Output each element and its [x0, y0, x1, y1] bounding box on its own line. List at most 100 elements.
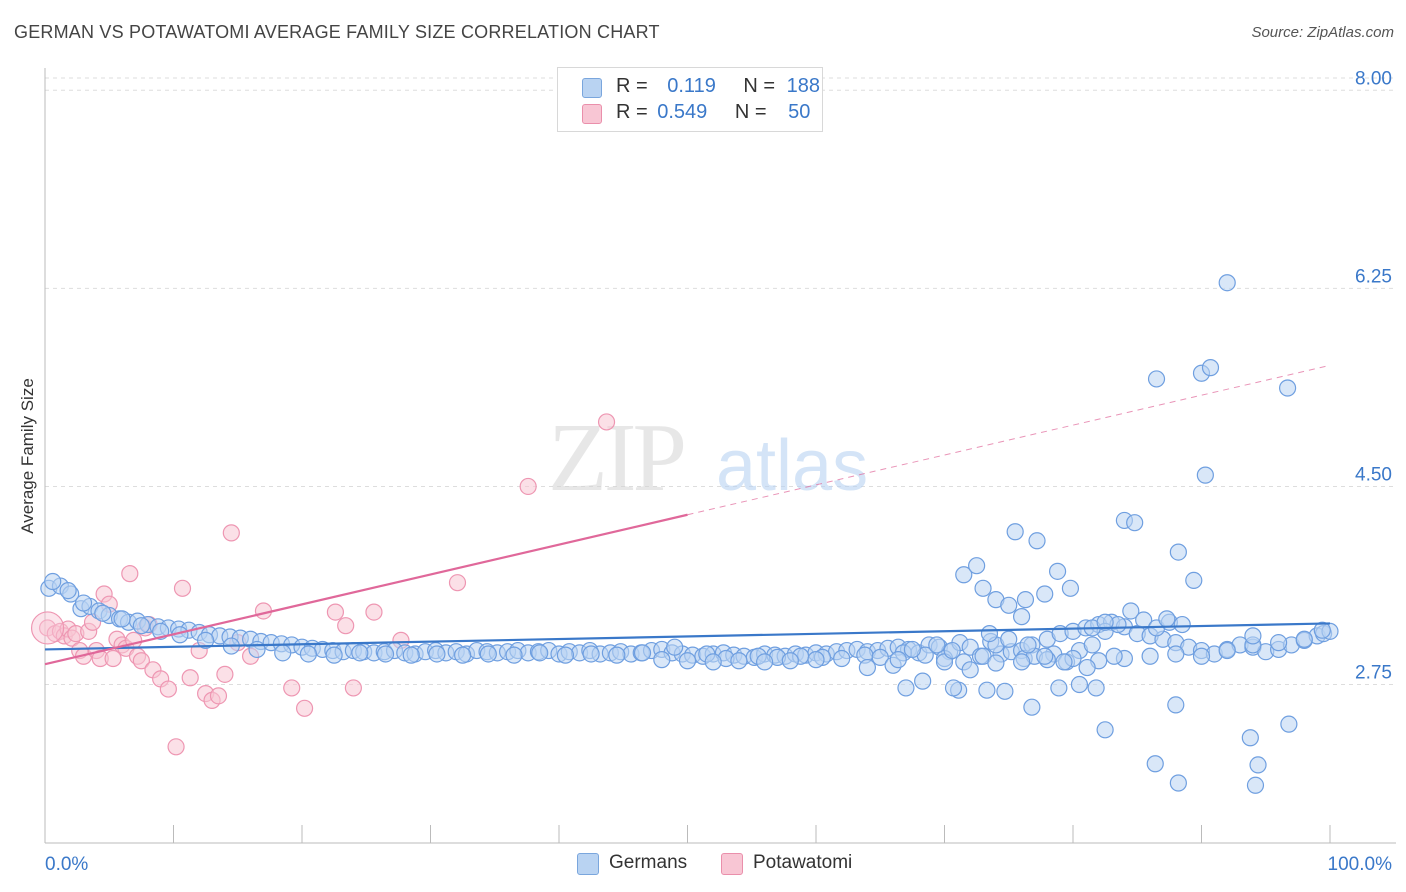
germans-point — [1122, 602, 1140, 620]
germans-point — [197, 631, 215, 649]
germans-point — [1173, 615, 1191, 634]
germans-point — [1012, 608, 1031, 626]
germans-point — [1083, 636, 1101, 654]
potawatomi-point — [519, 477, 537, 496]
potawatomi-point — [216, 665, 234, 683]
germans-point — [325, 646, 343, 664]
y-tick-label: 2.75 — [1355, 663, 1392, 684]
germans-point — [633, 644, 652, 662]
germans-point — [1185, 571, 1203, 590]
potawatomi-trend-line — [44, 513, 688, 666]
axis-layer — [44, 68, 1396, 844]
germans-point — [1201, 359, 1220, 377]
germans-point — [1146, 755, 1164, 773]
y-tick-label: 4.50 — [1355, 464, 1392, 485]
germans-point — [1196, 466, 1214, 484]
potawatomi-point — [326, 603, 345, 621]
potawatomi-point — [125, 631, 143, 649]
potawatomi-points — [30, 413, 616, 756]
germans-point — [961, 661, 979, 679]
germans-point — [944, 679, 963, 697]
germans-point — [987, 654, 1005, 672]
germans-point — [428, 645, 446, 663]
x-tick-label: 0.0% — [45, 854, 88, 875]
germans-point — [928, 636, 946, 654]
germans-point — [1218, 641, 1236, 660]
germans-point — [1000, 630, 1018, 648]
watermark-atlas: atlas — [716, 426, 868, 506]
germans-point — [955, 566, 973, 584]
potawatomi-point — [337, 617, 355, 635]
potawatomi-point — [181, 669, 199, 687]
germans-point — [1055, 653, 1073, 671]
potawatomi-point — [448, 574, 467, 592]
potawatomi-point — [365, 603, 383, 621]
legend-r-label: R = — [616, 75, 648, 97]
legend-swatch-potawatomi — [582, 104, 602, 124]
germans-point — [44, 572, 62, 591]
series-label-potawatomi: Potawatomi — [753, 852, 853, 873]
germans-point — [833, 649, 851, 668]
germans-point — [980, 625, 999, 643]
germans-point — [454, 646, 472, 664]
y-tick-label: 8.00 — [1355, 68, 1392, 89]
potawatomi-point — [295, 699, 314, 717]
legend-r-label: R = — [616, 101, 648, 123]
germans-point — [653, 651, 671, 669]
germans-point — [1167, 696, 1185, 714]
germans-point — [1070, 675, 1089, 694]
germans-point — [1061, 579, 1080, 597]
germans-point — [978, 681, 996, 699]
legend-n-label: N = — [734, 101, 767, 123]
germans-point — [1096, 613, 1114, 631]
germans-point — [1269, 634, 1288, 652]
germans-point — [974, 579, 992, 597]
germans-point — [1019, 636, 1037, 654]
legend-r-value: 0.119 — [667, 75, 716, 97]
potawatomi-point — [344, 679, 362, 697]
potawatomi-point — [283, 679, 301, 697]
germans-trend-line — [44, 622, 1331, 651]
germans-point — [1241, 729, 1259, 747]
stats-legend: R = 0.119 N = 188 R = 0.549 N = 50 — [557, 67, 823, 132]
potawatomi-point — [597, 413, 616, 431]
series-swatch-germans — [577, 853, 599, 875]
germans-point — [299, 645, 318, 663]
germans-point — [807, 651, 825, 669]
germans-point — [1105, 647, 1123, 665]
legend-n-value: 50 — [788, 101, 811, 123]
germans-point — [74, 594, 93, 612]
germans-point — [1246, 776, 1265, 794]
germans-point — [376, 645, 395, 663]
germans-point — [531, 644, 549, 662]
germans-point — [1000, 596, 1018, 614]
potawatomi-point — [209, 687, 228, 705]
germans-point — [132, 617, 150, 635]
germans-point — [1278, 379, 1297, 397]
potawatomi-point — [222, 524, 240, 542]
germans-point — [781, 652, 799, 670]
germans-point — [1218, 274, 1236, 292]
germans-point — [1167, 645, 1185, 663]
germans-point — [1192, 647, 1211, 665]
germans-point — [871, 648, 889, 666]
germans-point — [1096, 721, 1114, 739]
germans-point — [943, 641, 961, 660]
germans-point — [704, 653, 722, 671]
germans-point — [1006, 523, 1024, 541]
germans-point — [113, 610, 131, 628]
germans-point — [755, 653, 774, 671]
potawatomi-point — [121, 565, 139, 583]
germans-point — [402, 646, 420, 664]
germans-point — [1016, 591, 1035, 609]
germans-point — [730, 652, 748, 670]
germans-point — [556, 646, 575, 664]
germans-point — [1028, 532, 1046, 550]
legend-n-value: 188 — [786, 75, 821, 97]
chart-title: GERMAN VS POTAWATOMI AVERAGE FAMILY SIZE… — [14, 22, 660, 42]
legend-n-label: N = — [743, 75, 776, 97]
germans-point — [1087, 679, 1105, 697]
germans-point — [1295, 630, 1313, 648]
potawatomi-point — [159, 680, 177, 698]
